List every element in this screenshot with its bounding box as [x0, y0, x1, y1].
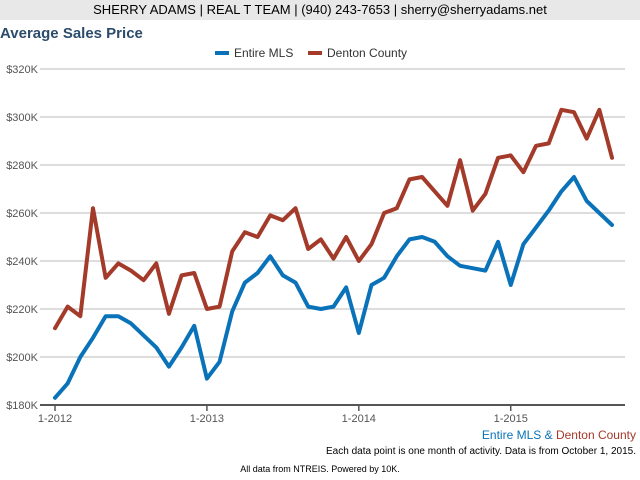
y-tick-label: $300K	[6, 112, 38, 124]
y-tick-label: $280K	[6, 160, 38, 172]
footer-legend-amp: &	[541, 428, 556, 442]
x-tick-label: 1-2013	[190, 413, 224, 425]
x-tick-label: 1-2014	[342, 413, 376, 425]
y-tick-label: $180K	[6, 400, 38, 412]
footer-legend: Entire MLS & Denton County	[482, 428, 636, 442]
y-tick-label: $260K	[6, 208, 38, 220]
series-line-denton	[53, 107, 614, 331]
y-tick-label: $200K	[6, 352, 38, 364]
chart-title: Average Sales Price	[0, 25, 143, 42]
y-tick-label: $220K	[6, 304, 38, 316]
series-line-mls	[53, 175, 614, 400]
legend-label-denton: Denton County	[327, 46, 407, 60]
source-note: All data from NTREIS. Powered by 10K.	[240, 464, 400, 474]
y-tick-label: $320K	[6, 64, 38, 76]
data-note: Each data point is one month of activity…	[326, 446, 636, 457]
footer-legend-denton: Denton County	[555, 428, 636, 442]
y-tick-label: $240K	[6, 256, 38, 268]
x-tick-label: 1-2015	[494, 413, 528, 425]
contact-header: SHERRY ADAMS | REAL T TEAM | (940) 243-7…	[0, 0, 640, 20]
legend-label-mls: Entire MLS	[234, 46, 293, 60]
footer-legend-mls: Entire MLS	[481, 428, 542, 442]
x-tick-label: 1-2012	[38, 413, 72, 425]
